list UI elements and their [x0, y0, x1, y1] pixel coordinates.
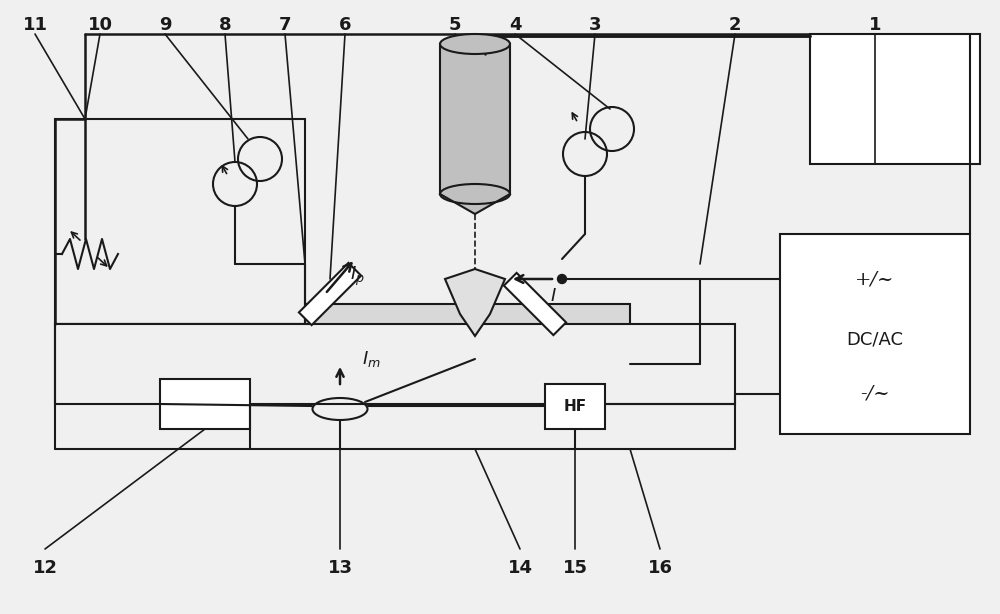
Text: 2: 2 [729, 16, 741, 34]
Text: -/~: -/~ [860, 385, 890, 403]
Ellipse shape [440, 34, 510, 54]
Text: $I$: $I$ [550, 287, 557, 305]
Bar [299, 263, 361, 325]
Text: 9: 9 [159, 16, 171, 34]
Polygon shape [440, 194, 510, 214]
Bar [160, 379, 250, 429]
Text: 14: 14 [508, 559, 533, 577]
Text: 6: 6 [339, 16, 351, 34]
Text: 1: 1 [869, 16, 881, 34]
Text: 10: 10 [88, 16, 113, 34]
Text: DC/AC: DC/AC [846, 330, 904, 348]
Text: 5: 5 [449, 16, 461, 34]
Bar [55, 324, 735, 404]
Bar [504, 273, 566, 335]
Text: 7: 7 [279, 16, 291, 34]
Circle shape [558, 274, 566, 284]
Text: 3: 3 [589, 16, 601, 34]
Text: 13: 13 [328, 559, 353, 577]
Bar [810, 34, 980, 164]
Text: HF: HF [563, 399, 587, 414]
Bar [440, 44, 510, 194]
Bar [230, 304, 630, 359]
Bar [780, 234, 970, 434]
Bar [55, 119, 305, 324]
Text: $I_p$: $I_p$ [350, 265, 365, 287]
Text: 12: 12 [33, 559, 58, 577]
Text: +/~: +/~ [855, 270, 895, 288]
Bar [545, 384, 605, 429]
Text: 4: 4 [509, 16, 521, 34]
Text: $I_m$: $I_m$ [362, 349, 381, 369]
Text: 15: 15 [562, 559, 588, 577]
Text: 11: 11 [23, 16, 48, 34]
Ellipse shape [440, 184, 510, 204]
Text: 8: 8 [219, 16, 231, 34]
Polygon shape [445, 269, 505, 336]
Text: 16: 16 [648, 559, 672, 577]
